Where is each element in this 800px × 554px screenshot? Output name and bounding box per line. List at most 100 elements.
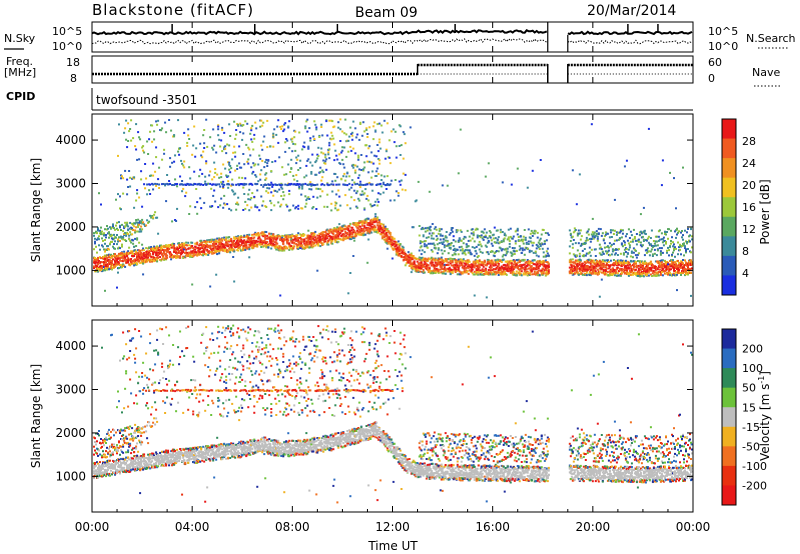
echo-cell [508, 240, 511, 242]
echo-cell [454, 249, 457, 252]
echo-cell [506, 260, 509, 263]
echo-cell [446, 184, 449, 187]
echo-cell [122, 192, 125, 195]
echo-cell [133, 264, 136, 267]
echo-cell [234, 169, 237, 172]
echo-cell [259, 125, 262, 128]
echo-cell [494, 259, 497, 262]
echo-cell [394, 179, 397, 181]
echo-cell [201, 241, 204, 244]
echo-cell [290, 158, 293, 161]
echo-cell [246, 160, 249, 163]
echo-cell [444, 239, 447, 242]
echo-cell [291, 234, 294, 237]
echo-cell [126, 221, 129, 224]
echo-cell [572, 253, 575, 256]
echo-cell [179, 175, 182, 178]
echo-cell [377, 192, 380, 195]
echo-cell [269, 240, 272, 243]
echo-cell [590, 261, 593, 264]
echo-cell [385, 148, 388, 151]
echo-cell [410, 252, 413, 255]
echo-cell [169, 251, 172, 254]
echo-cell [288, 189, 291, 192]
echo-cell [402, 246, 405, 249]
echo-cell [522, 273, 525, 276]
echo-cell [104, 228, 106, 231]
echo-cell [283, 173, 286, 176]
echo-cell [361, 190, 364, 193]
echo-cell [365, 226, 368, 229]
echo-cell [213, 242, 216, 245]
echo-cell [239, 247, 242, 250]
echo-cell [253, 195, 256, 198]
echo-cell [459, 128, 462, 131]
echo-cell [320, 151, 323, 154]
echo-cell [536, 271, 539, 274]
cpid-label: CPID [6, 90, 35, 103]
echo-cell [311, 240, 314, 243]
echo-cell [337, 237, 340, 240]
echo-cell [136, 158, 139, 161]
echo-cell [478, 248, 481, 251]
echo-cell [295, 174, 298, 177]
echo-cell [178, 153, 181, 156]
echo-cell [340, 238, 343, 241]
echo-cell [130, 119, 133, 122]
echo-cell [220, 197, 223, 200]
echo-cell [137, 131, 140, 134]
echo-cell [173, 135, 176, 138]
echo-cell [367, 238, 370, 241]
echo-cell [458, 238, 461, 241]
echo-cell [423, 271, 426, 274]
echo-cell [101, 237, 103, 240]
echo-cell [547, 254, 550, 257]
echo-cell [285, 236, 288, 239]
echo-cell [352, 228, 355, 231]
echo-cell [330, 230, 333, 233]
echo-cell [132, 253, 135, 255]
echo-cell [451, 271, 454, 274]
echo-cell [326, 235, 329, 238]
echo-cell [219, 204, 222, 207]
echo-cell [375, 155, 378, 158]
echo-cell [524, 273, 527, 276]
echo-cell [135, 226, 138, 229]
echo-cell [100, 257, 102, 260]
echo-cell [568, 245, 571, 248]
echo-cell [281, 236, 284, 239]
echo-cell [309, 139, 312, 142]
echo-cell [577, 242, 580, 245]
echo-cell [138, 260, 141, 263]
echo-cell [344, 183, 347, 186]
echo-cell [454, 271, 457, 273]
echo-cell [105, 261, 107, 264]
echo-cell [487, 259, 490, 262]
echo-cell [428, 258, 431, 261]
echo-cell [438, 258, 441, 260]
echo-cell [127, 225, 130, 228]
echo-cell [593, 265, 596, 268]
echo-cell [328, 231, 331, 234]
echo-cell [121, 237, 123, 240]
echo-cell [250, 127, 253, 130]
echo-cell [397, 254, 400, 257]
echo-cell [94, 237, 96, 240]
echo-cell [344, 194, 347, 197]
echo-cell [383, 175, 386, 178]
echo-cell [455, 261, 458, 264]
echo-cell [406, 257, 409, 260]
echo-cell [427, 236, 430, 239]
echo-cell [568, 270, 571, 273]
echo-cell [218, 246, 221, 248]
echo-cell [432, 232, 435, 235]
echo-cell [601, 259, 604, 262]
echo-cell [440, 266, 443, 268]
echo-cell [596, 235, 599, 238]
echo-cell [382, 231, 385, 233]
echo-cell [291, 140, 294, 143]
echo-cell [396, 251, 399, 254]
echo-cell [130, 139, 133, 142]
echo-cell [400, 144, 403, 147]
echo-cell [430, 270, 433, 273]
